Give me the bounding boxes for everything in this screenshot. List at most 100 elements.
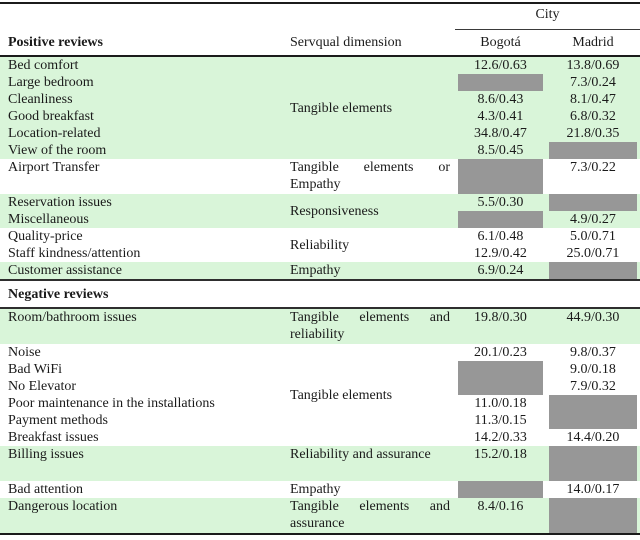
value-cell-madrid: 7.3/0.24 xyxy=(570,75,616,90)
table-row: Dangerous location Tangible elements and … xyxy=(0,498,640,533)
section-rule-top xyxy=(0,279,640,281)
value-cell-bogota: 4.3/0.41 xyxy=(477,109,524,124)
table-row: Cleanliness 8.6/0.43 8.1/0.47 xyxy=(0,91,640,108)
value-cell-madrid: 44.9/0.30 xyxy=(566,310,620,325)
servqual-dimension-cell: Tangible elements xyxy=(290,100,393,116)
missing-value-cell-madrid xyxy=(546,498,640,533)
servqual-dimension-cell: Tangible elements xyxy=(290,387,393,403)
missing-value-cell-bogota xyxy=(455,361,546,378)
positive-reviews-section: Bed comfort Tangible elements 12.6/0.63 13.… xyxy=(0,57,640,279)
missing-value-cell-madrid xyxy=(546,395,640,412)
review-label: Dangerous location xyxy=(8,499,118,514)
table-row: Miscellaneous 4.9/0.27 xyxy=(0,211,640,228)
value-cell-bogota: 6.1/0.48 xyxy=(477,229,524,244)
missing-value-cell-bogota xyxy=(455,481,546,498)
review-label: Poor maintenance in the installations xyxy=(8,396,215,411)
city-group-header: City xyxy=(455,4,640,30)
missing-value-cell-madrid xyxy=(546,412,640,429)
review-label: Bad WiFi xyxy=(8,362,63,377)
table-row: Reservation issues Responsiveness 5.5/0.30 xyxy=(0,194,640,219)
value-cell-bogota: 5.5/0.30 xyxy=(477,195,524,210)
value-cell-madrid: 25.0/0.71 xyxy=(566,246,620,261)
column-header-bogota: Bogotá xyxy=(480,35,521,50)
servqual-dimension-cell: Empathy xyxy=(290,482,341,497)
servqual-dimension-cell: Tangible elements and assurance xyxy=(290,499,450,531)
table-row: Billing issues Reliability and assur­ance… xyxy=(0,446,640,481)
value-cell-bogota: 12.6/0.63 xyxy=(474,58,527,73)
table-header: City Positive reviews Servqual dimension… xyxy=(0,2,640,57)
table-row: Bad attention Empathy 14.0/0.17 xyxy=(0,481,640,498)
value-cell-madrid: 8.1/0.47 xyxy=(570,92,616,107)
value-cell-bogota: 14.2/0.33 xyxy=(474,430,527,445)
servqual-dimension-cell: Reliability and assur­ance xyxy=(290,447,431,462)
negative-reviews-section: Room/bathroom issues Tangible elements an… xyxy=(0,309,640,533)
review-label: Reservation issues xyxy=(8,195,112,210)
value-cell-madrid: 6.8/0.32 xyxy=(570,109,616,124)
value-cell-bogota: 34.8/0.47 xyxy=(474,126,527,141)
missing-value-cell-madrid xyxy=(546,142,640,159)
top-rule xyxy=(0,2,640,4)
header-spacer xyxy=(0,4,455,30)
review-label: Location-related xyxy=(8,126,101,141)
value-cell-madrid: 14.4/0.20 xyxy=(566,430,620,445)
table-footer xyxy=(0,533,640,535)
value-cell-madrid: 21.8/0.35 xyxy=(566,126,620,141)
review-label: Quality-price xyxy=(8,229,83,244)
table-row: Noise Tangible elements 20.1/0.23 9.8/0.37 xyxy=(0,344,640,403)
review-label: View of the room xyxy=(8,143,107,158)
review-label: Billing issues xyxy=(8,447,84,462)
review-label: Bad attention xyxy=(8,482,84,497)
value-cell-bogota: 8.6/0.43 xyxy=(477,92,524,107)
review-label: Miscellaneous xyxy=(8,212,89,227)
review-label: Cleanliness xyxy=(8,92,73,107)
table-row: Airport Transfer Tangible elements or Emp… xyxy=(0,159,640,194)
missing-value-cell-bogota xyxy=(455,211,546,228)
review-label: Room/bathroom issues xyxy=(8,310,137,325)
missing-value-cell-madrid xyxy=(546,262,640,279)
missing-value-cell-bogota xyxy=(455,378,546,395)
servqual-dimension-cell: Tangible elements or Empathy xyxy=(290,160,450,192)
review-label: No Elevator xyxy=(8,379,77,394)
review-label: Good breakfast xyxy=(8,109,94,124)
column-header-madrid: Madrid xyxy=(572,35,614,50)
table-row: Quality-price Reliability 6.1/0.48 5.0/0.71 xyxy=(0,228,640,253)
value-cell-bogota: 11.3/0.15 xyxy=(474,413,527,428)
value-cell-bogota: 20.1/0.23 xyxy=(474,345,527,360)
missing-value-cell-madrid xyxy=(546,194,640,211)
value-cell-madrid: 5.0/0.71 xyxy=(570,229,616,244)
missing-value-cell-madrid xyxy=(546,446,640,481)
servqual-dimension-cell: Reliability xyxy=(290,237,350,253)
value-cell-bogota: 8.4/0.16 xyxy=(477,499,524,514)
bottom-rule xyxy=(0,533,640,535)
value-cell-bogota: 15.2/0.18 xyxy=(474,447,527,462)
city-group-label: City xyxy=(535,6,560,22)
value-cell-madrid: 9.0/0.18 xyxy=(570,362,616,377)
review-label: Customer assistance xyxy=(8,263,122,278)
value-cell-bogota: 19.8/0.30 xyxy=(474,310,527,325)
column-header-servqual-dimension: Servqual dimension xyxy=(290,35,402,50)
value-cell-madrid: 9.8/0.37 xyxy=(570,345,616,360)
servqual-dimension-cell: Empathy xyxy=(290,263,341,278)
review-label: Bed comfort xyxy=(8,58,79,73)
section-rule-bottom xyxy=(0,307,640,309)
value-cell-madrid: 7.3/0.22 xyxy=(570,160,616,175)
review-label: Staff kindness/attention xyxy=(8,246,141,261)
review-label: Large bedroom xyxy=(8,75,94,90)
value-cell-bogota: 11.0/0.18 xyxy=(474,396,527,411)
value-cell-bogota: 8.5/0.45 xyxy=(477,143,524,158)
value-cell-madrid: 7.9/0.32 xyxy=(570,379,616,394)
value-cell-madrid: 13.8/0.69 xyxy=(566,58,620,73)
review-label: Payment methods xyxy=(8,413,108,428)
review-label: Airport Transfer xyxy=(8,160,100,175)
negative-section-header: Negative reviews xyxy=(0,279,640,309)
review-label: Noise xyxy=(8,345,41,360)
servqual-dimension-cell: Tangible elements and reliability xyxy=(290,310,450,342)
table-row: Room/bathroom issues Tangible elements an… xyxy=(0,309,640,344)
value-cell-bogota: 6.9/0.24 xyxy=(477,263,524,278)
missing-value-cell-bogota xyxy=(455,74,546,91)
column-header-positive-reviews: Positive reviews xyxy=(8,35,103,50)
servqual-dimension-cell: Responsiveness xyxy=(290,203,379,219)
review-label: Breakfast issues xyxy=(8,430,99,445)
missing-value-cell-bogota xyxy=(455,159,546,194)
